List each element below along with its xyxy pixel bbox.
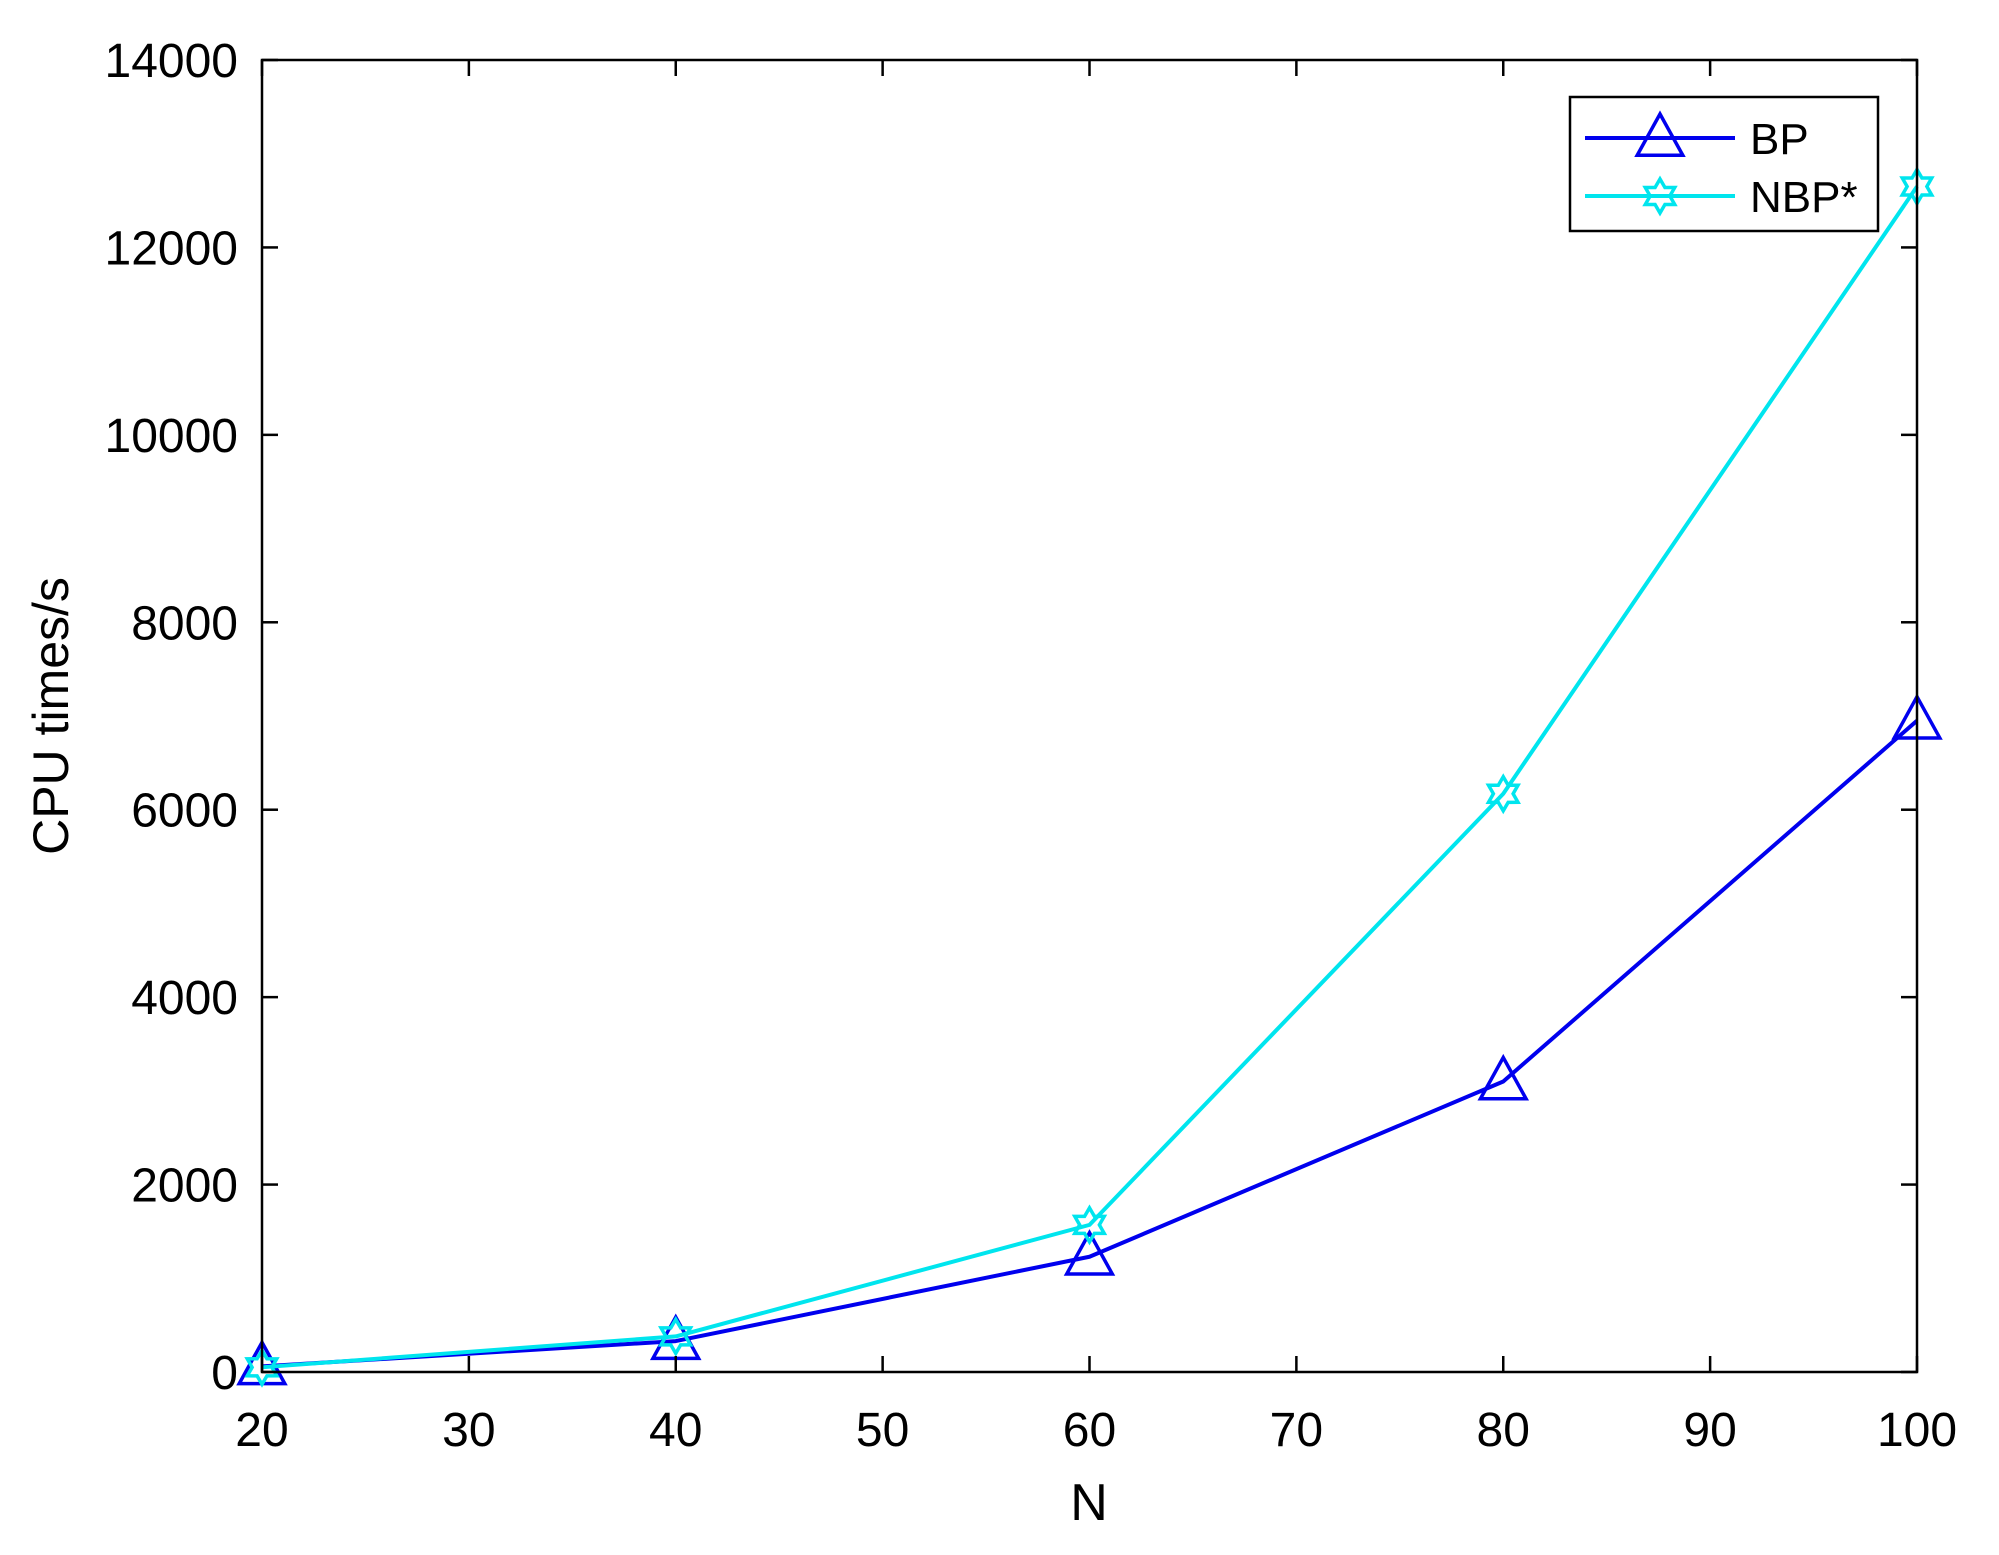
series-line-NBP* xyxy=(261,185,1919,1370)
y-tick-label: 14000 xyxy=(105,35,238,88)
data-point-NBP* xyxy=(1485,773,1521,815)
data-point-BP xyxy=(1063,1229,1116,1276)
y-axis-label: CPU times/s xyxy=(23,577,79,855)
x-tick-label: 40 xyxy=(649,1404,702,1457)
legend-marker-NBP* xyxy=(1642,175,1678,217)
x-tick-label: 90 xyxy=(1683,1404,1736,1457)
y-tick-label: 6000 xyxy=(131,785,238,838)
y-tick-label: 2000 xyxy=(131,1160,238,1213)
tick-layer: 20 30 40 50 60 70 80 90 100 0 2000 4000 6000 8000 1000… xyxy=(105,35,1958,1457)
y-tick-label: 10000 xyxy=(105,410,238,463)
series-line-BP xyxy=(261,719,1919,1369)
data-point-NBP* xyxy=(658,1315,694,1357)
data-point-NBP* xyxy=(244,1346,280,1388)
x-tick-label: 70 xyxy=(1270,1404,1323,1457)
legend-label-NBP*: NBP* xyxy=(1750,173,1858,222)
y-tick-label: 8000 xyxy=(131,597,238,650)
x-axis-label: N xyxy=(1070,1474,1108,1532)
x-tick-label: 50 xyxy=(856,1404,909,1457)
y-tick-label: 4000 xyxy=(131,972,238,1025)
data-point-NBP* xyxy=(1071,1204,1108,1246)
legend-box xyxy=(1568,95,1880,233)
y-tick-label: 0 xyxy=(211,1347,238,1400)
x-tick-label: 60 xyxy=(1063,1404,1116,1457)
x-tick-label: 100 xyxy=(1877,1404,1957,1457)
legend: BP NBP* xyxy=(1568,95,1880,233)
x-tick-label: 30 xyxy=(442,1404,495,1457)
legend-marker-BP xyxy=(1634,110,1686,158)
data-point-BP xyxy=(1477,1053,1530,1101)
legend-label-BP: BP xyxy=(1750,115,1809,164)
series-layer xyxy=(236,166,1943,1388)
x-tick-label: 80 xyxy=(1477,1404,1530,1457)
x-tick-label: 20 xyxy=(235,1404,288,1457)
y-tick-label: 12000 xyxy=(105,222,238,275)
